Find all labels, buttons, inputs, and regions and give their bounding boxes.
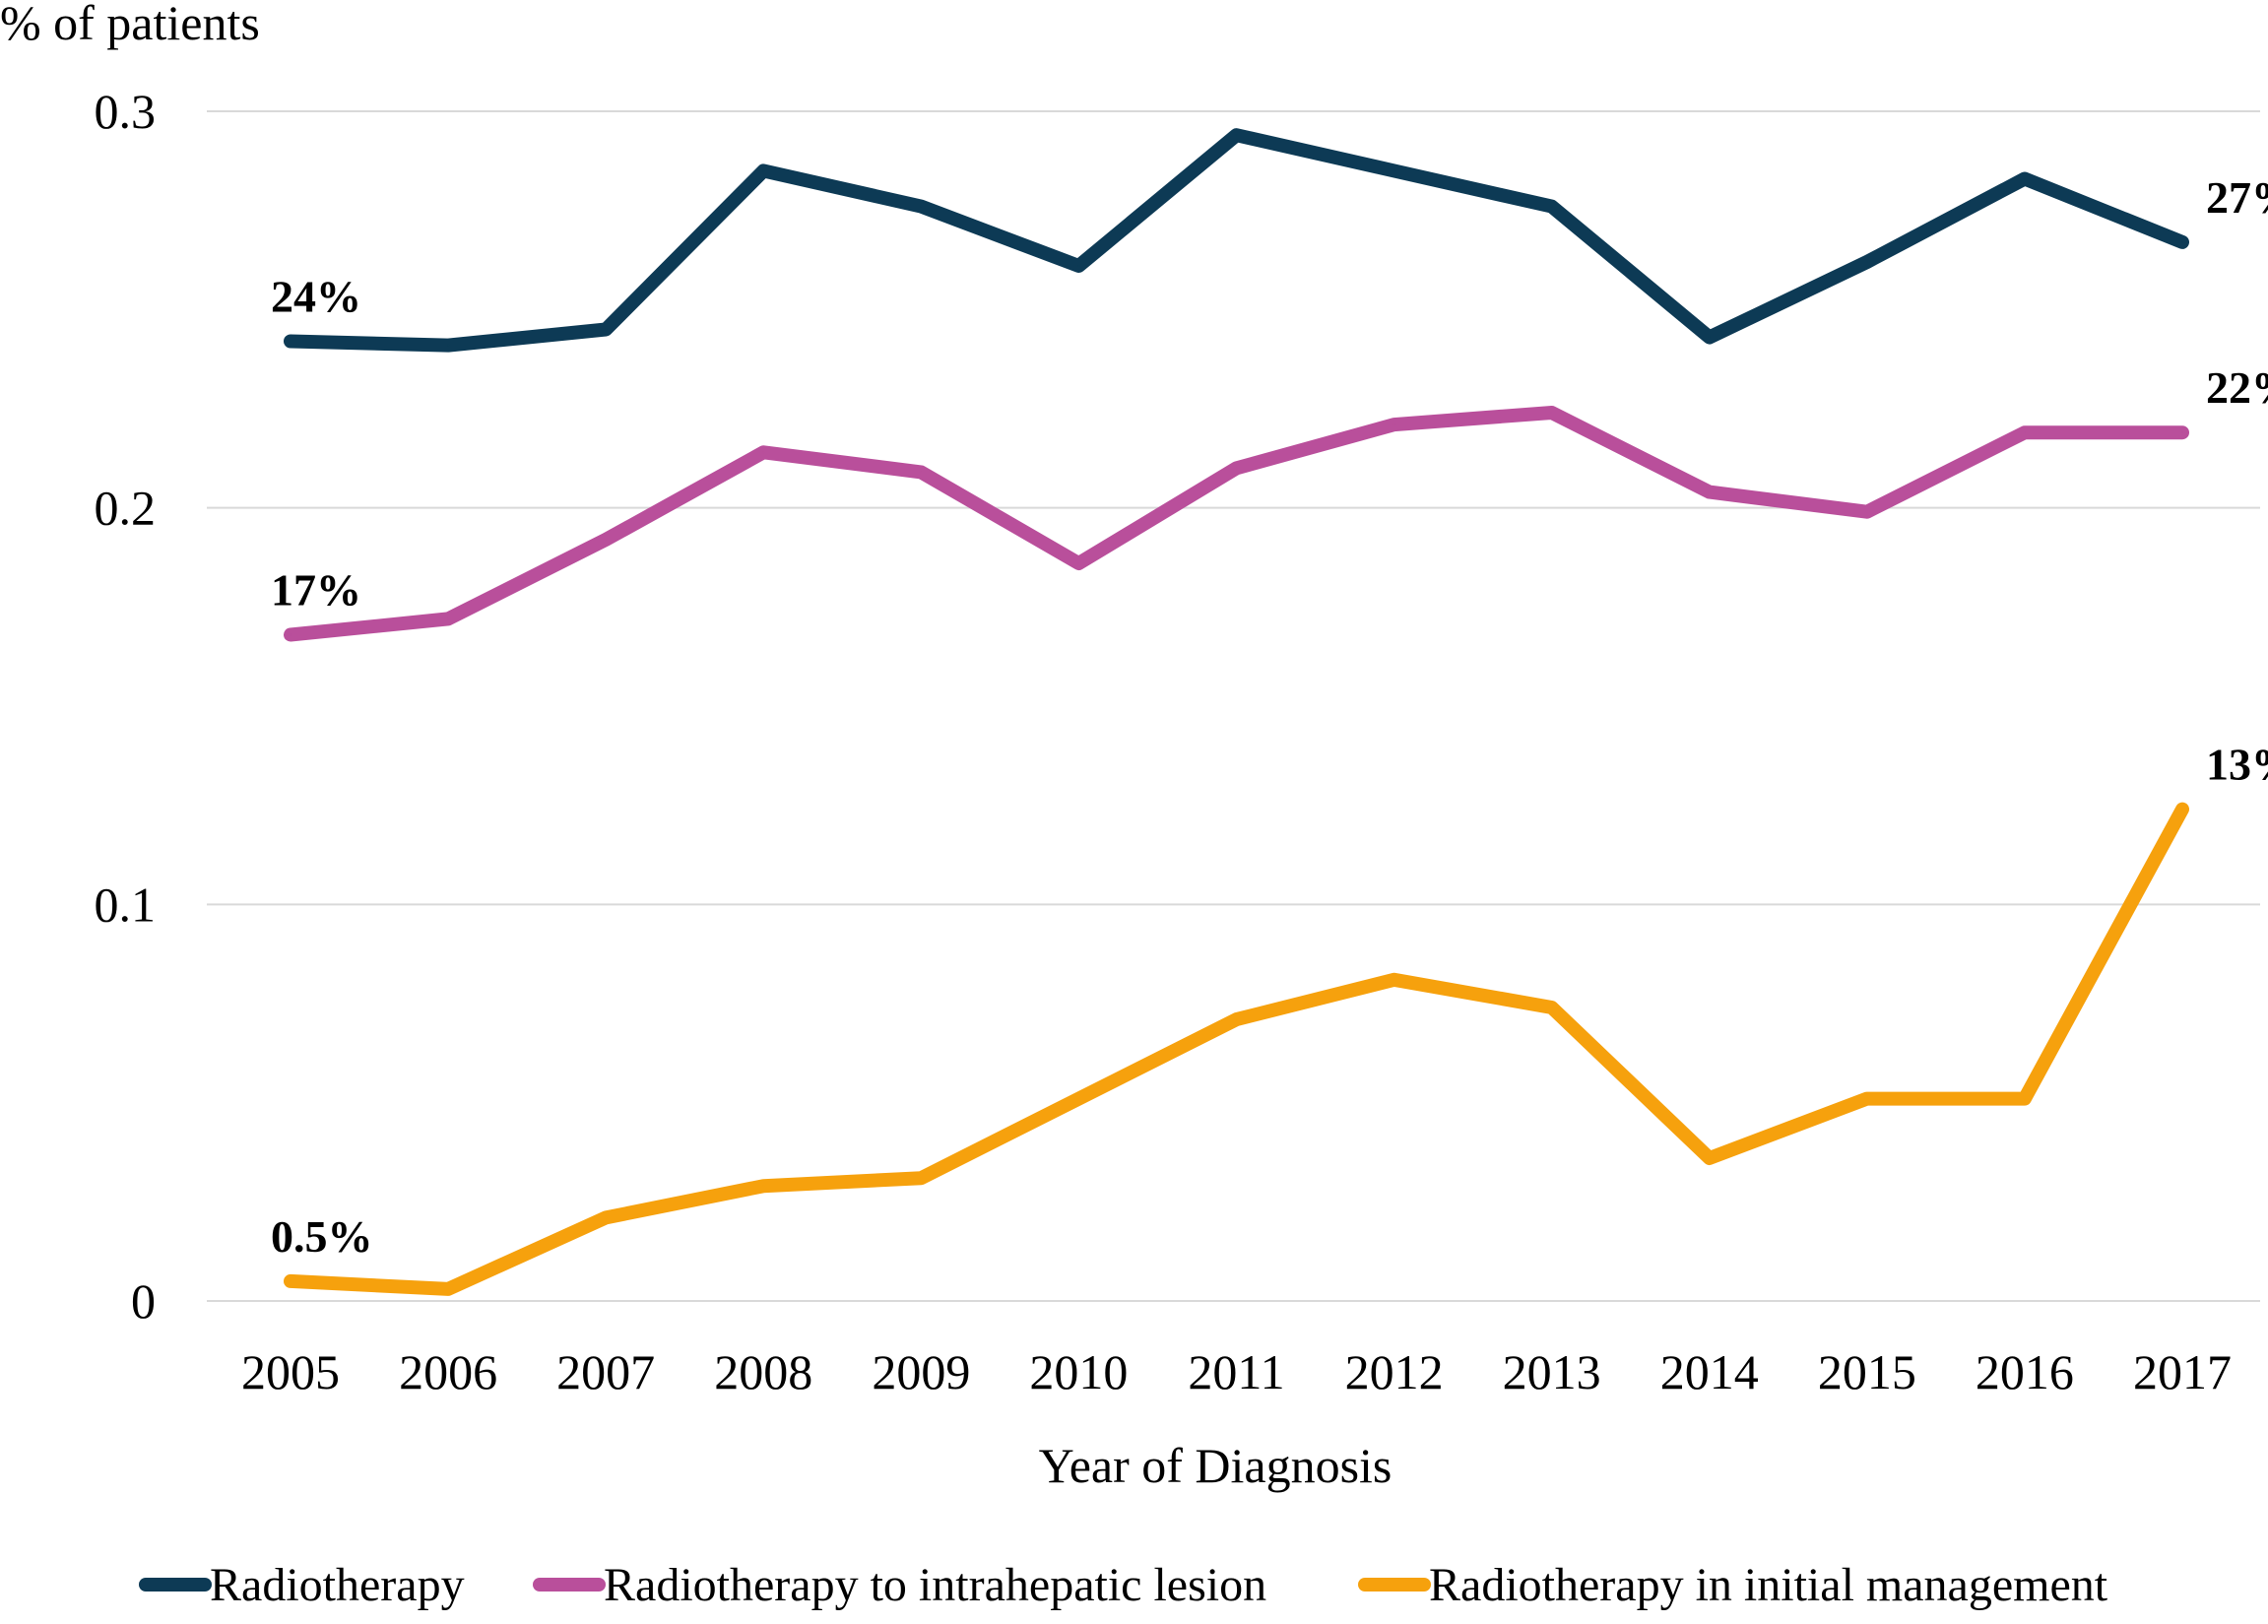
data-point: [605, 328, 608, 331]
data-point: [762, 1185, 765, 1188]
x-tick-label: 2010: [1029, 1344, 1128, 1399]
data-point: [605, 1216, 608, 1219]
legend-label: Radiotherapy in initial management: [1429, 1559, 2108, 1611]
y-axis-ticks: 0 0.1 0.2 0.3: [95, 84, 157, 1329]
data-labels: 24% 27% 17% 22% 0.5% 13%: [271, 172, 2268, 1262]
data-point: [1235, 467, 1238, 470]
data-label: 17%: [271, 565, 361, 616]
data-point: [1550, 412, 1553, 415]
data-point: [290, 633, 292, 636]
data-label: 22%: [2206, 362, 2268, 413]
data-point: [1865, 261, 1868, 264]
data-point: [1393, 423, 1395, 426]
data-point: [1708, 490, 1711, 493]
data-point: [1708, 1157, 1711, 1160]
data-point: [920, 1177, 923, 1180]
data-label: 24%: [271, 272, 361, 322]
x-tick-label: 2013: [1503, 1344, 1601, 1399]
y-tick-label: 0.2: [95, 481, 157, 536]
data-point: [1077, 562, 1080, 565]
data-point: [447, 617, 450, 620]
x-tick-label: 2012: [1345, 1344, 1444, 1399]
series-line: [284, 802, 2189, 1296]
data-label: 27%: [2206, 172, 2268, 223]
data-point: [2181, 808, 2183, 811]
data-point: [2181, 431, 2183, 434]
data-point: [1393, 169, 1395, 172]
series-line: [284, 128, 2189, 353]
legend: Radiotherapy Radiotherapy to intrahepatic…: [139, 1559, 2108, 1611]
data-point: [1865, 1097, 1868, 1100]
y-axis-title: % of patients: [0, 0, 260, 50]
data-point: [1550, 205, 1553, 208]
data-point: [762, 169, 765, 172]
data-label: 0.5%: [271, 1211, 373, 1262]
data-point: [447, 344, 450, 347]
x-tick-label: 2007: [556, 1344, 655, 1399]
data-point: [1235, 1018, 1238, 1021]
data-point: [1077, 265, 1080, 268]
x-tick-label: 2016: [1976, 1344, 2074, 1399]
x-tick-label: 2017: [2133, 1344, 2232, 1399]
series-lines: [284, 128, 2189, 1296]
data-point: [1235, 134, 1238, 137]
data-point: [1708, 336, 1711, 339]
gridlines: [207, 110, 2260, 1302]
x-tick-label: 2014: [1660, 1344, 1759, 1399]
data-point: [605, 538, 608, 541]
data-point: [290, 340, 292, 343]
x-axis-ticks: 2005 2006 2007 2008 2009 2010 2011 2012 2013 2014…: [241, 1344, 2232, 1399]
legend-label: Radiotherapy to intrahepatic lesion: [604, 1559, 1266, 1611]
x-axis-title: Year of Diagnosis: [1039, 1438, 1393, 1493]
data-point: [2023, 1097, 2026, 1100]
x-tick-label: 2015: [1818, 1344, 1916, 1399]
data-point: [2023, 177, 2026, 180]
data-point: [1550, 1007, 1553, 1009]
data-point: [1393, 978, 1395, 981]
y-tick-label: 0: [131, 1273, 156, 1329]
data-point: [2181, 240, 2183, 243]
data-point: [762, 451, 765, 454]
data-point: [920, 471, 923, 474]
data-point: [447, 1287, 450, 1290]
data-label: 13%: [2206, 740, 2268, 790]
legend-label: Radiotherapy: [210, 1559, 465, 1611]
y-tick-label: 0.1: [95, 877, 157, 932]
y-tick-label: 0.3: [95, 84, 157, 139]
x-tick-label: 2009: [872, 1344, 970, 1399]
x-tick-label: 2008: [714, 1344, 812, 1399]
data-point: [1077, 1097, 1080, 1100]
x-tick-label: 2005: [241, 1344, 340, 1399]
series-line: [284, 406, 2189, 642]
data-point: [1865, 510, 1868, 513]
x-tick-label: 2006: [399, 1344, 497, 1399]
data-point: [290, 1279, 292, 1282]
data-point: [2023, 431, 2026, 434]
data-point: [920, 205, 923, 208]
x-tick-label: 2011: [1188, 1344, 1284, 1399]
